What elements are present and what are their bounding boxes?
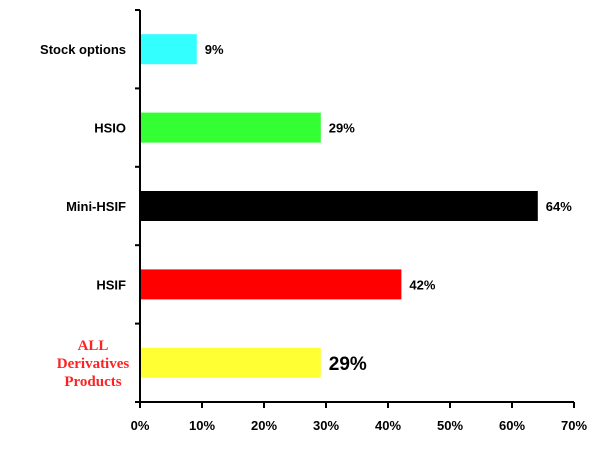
x-tick-label: 10%: [189, 418, 215, 433]
bar-2: [141, 112, 321, 143]
x-tick-label: 20%: [251, 418, 277, 433]
bar-value-label: 42%: [409, 277, 435, 292]
x-tick-label: 60%: [499, 418, 525, 433]
bar-5: [141, 347, 321, 378]
category-label: HSIO: [94, 121, 126, 136]
category-label: Stock options: [40, 42, 126, 57]
bar-value-label: 29%: [329, 354, 367, 375]
category-label: Mini-HSIF: [66, 199, 126, 214]
x-tick-label: 30%: [313, 418, 339, 433]
category-label: Products: [64, 374, 121, 390]
category-label: HSIF: [96, 277, 126, 292]
bar-value-label: 64%: [546, 199, 572, 214]
category-label: ALL: [78, 338, 109, 354]
bar-1: [141, 34, 197, 65]
x-tick-label: 70%: [561, 418, 587, 433]
x-tick-label: 50%: [437, 418, 463, 433]
bar-3: [141, 191, 538, 221]
category-label: Derivatives: [57, 356, 130, 372]
bar-value-label: 9%: [205, 42, 224, 57]
bar-value-label: 29%: [329, 121, 355, 136]
bar-4: [141, 269, 402, 300]
x-tick-label: 0%: [131, 418, 150, 433]
x-tick-label: 40%: [375, 418, 401, 433]
